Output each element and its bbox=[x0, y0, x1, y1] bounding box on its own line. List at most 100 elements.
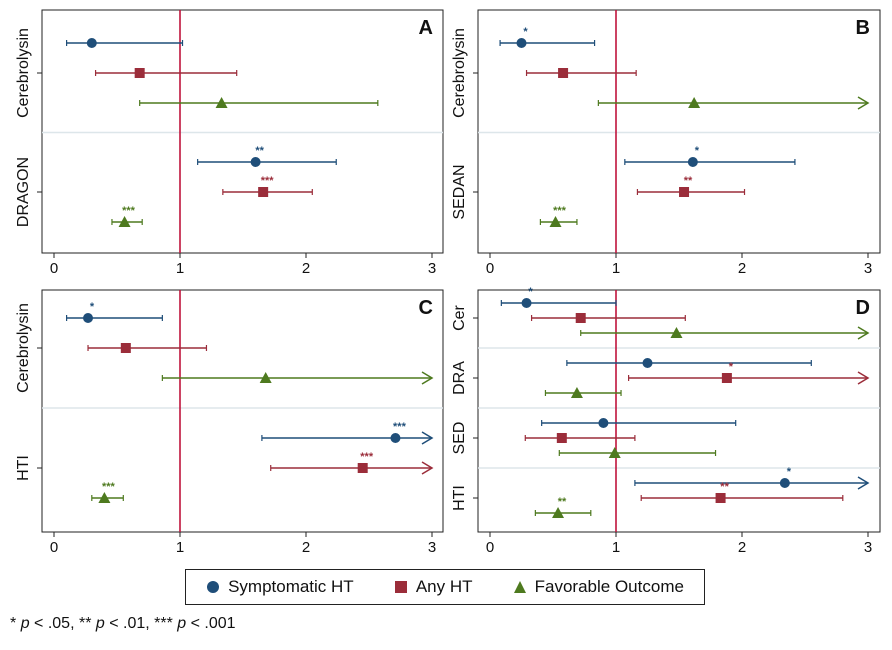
legend-label-symptomatic: Symptomatic HT bbox=[228, 577, 354, 596]
x-tick-label: 3 bbox=[428, 260, 436, 277]
group-label: SEDAN bbox=[451, 164, 468, 219]
x-tick-label: 3 bbox=[864, 539, 872, 556]
significance-label: ** bbox=[720, 481, 729, 493]
panel-letter: D bbox=[856, 297, 870, 319]
group-label: SED bbox=[451, 422, 468, 455]
legend-label-any-ht: Any HT bbox=[415, 577, 473, 596]
point-marker bbox=[86, 38, 97, 48]
x-tick-label: 2 bbox=[302, 539, 310, 556]
point-marker bbox=[642, 358, 653, 368]
point-marker bbox=[558, 68, 569, 78]
point-marker bbox=[687, 157, 698, 167]
significance-label: *** bbox=[360, 451, 374, 463]
significance-footnote: * p < .05, ** p < .01, *** p < .001 bbox=[10, 615, 236, 632]
point-marker bbox=[250, 157, 261, 167]
arrow-head bbox=[857, 96, 870, 110]
point-marker bbox=[118, 216, 131, 227]
x-tick-label: 0 bbox=[486, 539, 494, 556]
point-marker bbox=[357, 463, 368, 473]
point-marker bbox=[721, 373, 732, 383]
x-tick-label: 0 bbox=[50, 539, 58, 556]
x-tick-label: 1 bbox=[612, 260, 620, 277]
panel-frame bbox=[41, 289, 444, 533]
point-marker bbox=[779, 478, 790, 488]
square-marker-icon bbox=[394, 581, 407, 593]
panel-frame bbox=[41, 9, 444, 254]
group-label: DRA bbox=[451, 361, 468, 395]
point-marker bbox=[549, 216, 562, 227]
x-tick-label: 1 bbox=[612, 539, 620, 556]
x-tick-label: 1 bbox=[176, 539, 184, 556]
panel-frame bbox=[477, 9, 881, 254]
point-marker bbox=[83, 313, 94, 323]
panel-letter: A bbox=[419, 17, 433, 39]
x-tick-label: 2 bbox=[738, 260, 746, 277]
legend-item-favorable: Favorable Outcome bbox=[513, 577, 684, 597]
significance-label: * bbox=[528, 286, 533, 298]
arrow-head bbox=[421, 431, 434, 445]
group-label: DRAGON bbox=[15, 157, 32, 227]
significance-label: ** bbox=[684, 175, 693, 187]
legend-item-symptomatic: Symptomatic HT bbox=[206, 577, 354, 597]
significance-label: ** bbox=[558, 496, 567, 508]
group-label: Cerebrolysin bbox=[15, 28, 32, 118]
point-marker bbox=[570, 387, 583, 398]
x-tick-label: 3 bbox=[864, 260, 872, 277]
point-marker bbox=[670, 327, 683, 338]
point-marker bbox=[715, 493, 726, 503]
x-tick-label: 2 bbox=[738, 539, 746, 556]
panel-c: C 0 1 2 3 Cerebrolysin * HTI *** *** *** bbox=[15, 289, 444, 556]
point-marker bbox=[134, 68, 145, 78]
point-marker bbox=[575, 313, 586, 323]
x-tick-label: 0 bbox=[486, 260, 494, 277]
arrow-head bbox=[857, 326, 870, 340]
significance-label: * bbox=[90, 301, 95, 313]
point-marker bbox=[552, 507, 565, 518]
group-label: HTI bbox=[15, 455, 32, 481]
significance-label: *** bbox=[393, 421, 407, 433]
point-marker bbox=[390, 433, 401, 443]
triangle-marker-icon bbox=[513, 581, 526, 593]
arrow-head bbox=[421, 371, 434, 385]
significance-label: * bbox=[787, 466, 792, 478]
group-label: Cer bbox=[451, 304, 468, 330]
x-tick-label: 1 bbox=[176, 260, 184, 277]
point-marker bbox=[98, 492, 111, 503]
x-tick-label: 0 bbox=[50, 260, 58, 277]
legend-label-favorable: Favorable Outcome bbox=[534, 577, 684, 596]
point-marker bbox=[521, 298, 532, 308]
point-marker bbox=[259, 372, 272, 383]
arrow-head bbox=[857, 476, 870, 490]
x-tick-label: 2 bbox=[302, 260, 310, 277]
significance-label: *** bbox=[553, 205, 567, 217]
legend: Symptomatic HT Any HT Favorable Outcome bbox=[185, 569, 705, 605]
point-marker bbox=[516, 38, 527, 48]
legend-item-any-ht: Any HT bbox=[394, 577, 473, 597]
arrow-head bbox=[421, 461, 434, 475]
circle-marker-icon bbox=[207, 581, 220, 593]
point-marker bbox=[608, 447, 621, 458]
point-marker bbox=[258, 187, 269, 197]
significance-label: * bbox=[729, 361, 734, 373]
significance-label: * bbox=[523, 26, 528, 38]
group-label: Cerebrolysin bbox=[451, 28, 468, 118]
point-marker bbox=[215, 97, 228, 108]
panel-frame bbox=[477, 289, 881, 533]
significance-label: *** bbox=[122, 205, 136, 217]
panel-letter: B bbox=[856, 17, 870, 39]
x-tick-label: 3 bbox=[428, 539, 436, 556]
significance-label: *** bbox=[102, 481, 116, 493]
panel-letter: C bbox=[419, 297, 433, 319]
point-marker bbox=[679, 187, 690, 197]
significance-label: ** bbox=[255, 145, 264, 157]
group-label: Cerebrolysin bbox=[15, 303, 32, 393]
significance-label: * bbox=[695, 145, 700, 157]
point-marker bbox=[598, 418, 609, 428]
point-marker bbox=[120, 343, 131, 353]
group-label: HTI bbox=[451, 485, 468, 511]
point-marker bbox=[556, 433, 567, 443]
